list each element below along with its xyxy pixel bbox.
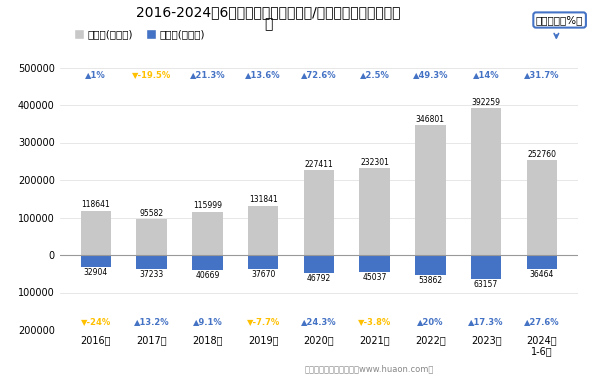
Bar	[359, 168, 390, 255]
Bar	[526, 255, 557, 268]
Bar	[415, 125, 446, 255]
Bar	[248, 206, 278, 255]
Text: 制图：华经产业研究院（www.huaon.com）: 制图：华经产业研究院（www.huaon.com）	[305, 364, 434, 373]
Bar	[248, 255, 278, 269]
Bar	[303, 255, 334, 273]
Text: 392259: 392259	[471, 98, 501, 107]
Text: 232301: 232301	[360, 158, 389, 167]
Text: ▲1%: ▲1%	[85, 70, 106, 80]
Bar	[303, 170, 334, 255]
Text: ▲2.5%: ▲2.5%	[359, 70, 390, 80]
Bar	[359, 255, 390, 272]
Text: ▲21.3%: ▲21.3%	[190, 70, 225, 80]
Text: ▼-24%: ▼-24%	[80, 317, 111, 326]
Bar	[192, 255, 223, 270]
Bar	[415, 255, 446, 275]
Bar	[471, 255, 501, 279]
Bar	[136, 219, 167, 255]
Text: 46792: 46792	[307, 274, 331, 283]
Text: 37670: 37670	[251, 270, 275, 279]
Text: ▲14%: ▲14%	[473, 70, 499, 80]
Text: 63157: 63157	[474, 280, 498, 289]
Text: 115999: 115999	[193, 201, 222, 210]
Text: ▲31.7%: ▲31.7%	[524, 70, 560, 80]
Text: 131841: 131841	[249, 195, 278, 204]
Text: ▲9.1%: ▲9.1%	[193, 317, 222, 326]
Text: ▲17.3%: ▲17.3%	[468, 317, 504, 326]
Text: ▼-19.5%: ▼-19.5%	[132, 70, 171, 80]
Bar	[526, 160, 557, 255]
Text: 53862: 53862	[418, 276, 442, 285]
Text: ▲72.6%: ▲72.6%	[301, 70, 337, 80]
Text: 227411: 227411	[305, 160, 333, 169]
Text: 32904: 32904	[83, 268, 108, 278]
Text: 346801: 346801	[416, 115, 445, 124]
Bar	[136, 255, 167, 269]
Text: 计: 计	[264, 17, 272, 31]
Text: 95582: 95582	[139, 209, 164, 218]
Text: ▲27.6%: ▲27.6%	[524, 317, 560, 326]
Text: 2016-2024年6月安庆市（境内目的地/货源地）进、出口额统: 2016-2024年6月安庆市（境内目的地/货源地）进、出口额统	[136, 6, 401, 20]
Text: ▲13.6%: ▲13.6%	[246, 70, 281, 80]
Text: ▼-7.7%: ▼-7.7%	[247, 317, 280, 326]
Text: 36464: 36464	[530, 270, 554, 279]
Text: 40669: 40669	[195, 272, 219, 280]
Bar	[471, 108, 501, 255]
Text: 同比增速（%）: 同比增速（%）	[536, 15, 583, 25]
Text: 37233: 37233	[139, 270, 164, 279]
Text: ▲49.3%: ▲49.3%	[412, 70, 448, 80]
Legend: 出口额(万美元), 进口额(万美元): 出口额(万美元), 进口额(万美元)	[70, 26, 209, 44]
Text: ▲24.3%: ▲24.3%	[301, 317, 337, 326]
Text: ▲13.2%: ▲13.2%	[134, 317, 169, 326]
Bar	[80, 255, 111, 267]
Text: 118641: 118641	[82, 200, 110, 209]
Text: 45037: 45037	[362, 273, 387, 282]
Text: ▲20%: ▲20%	[417, 317, 443, 326]
Text: 252760: 252760	[527, 150, 557, 159]
Bar	[192, 211, 223, 255]
Text: ▼-3.8%: ▼-3.8%	[358, 317, 391, 326]
Bar	[80, 210, 111, 255]
